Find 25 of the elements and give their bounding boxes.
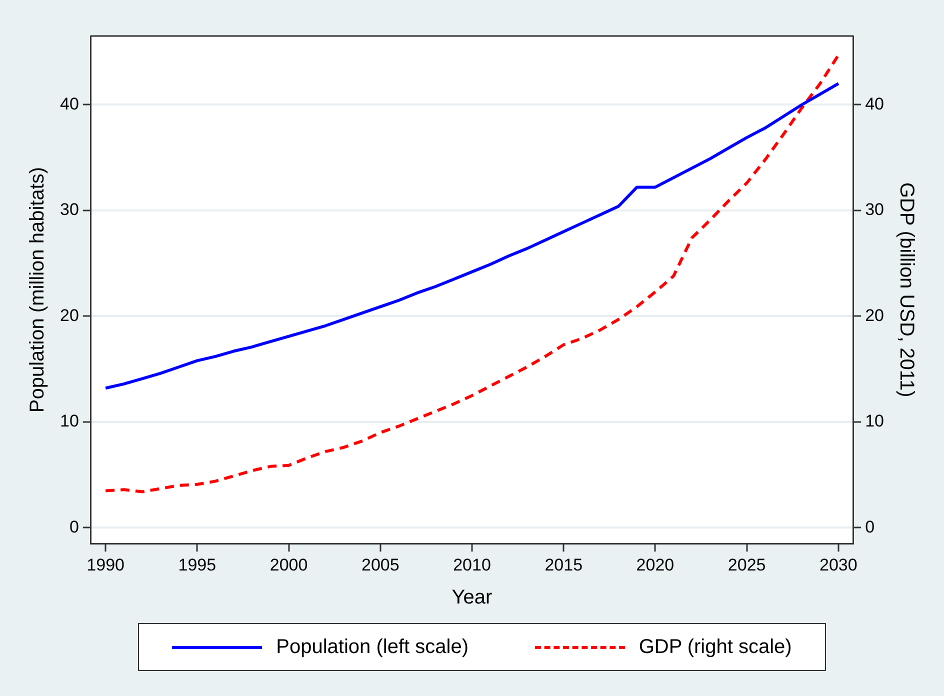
x-tick-label: 2030 [820, 555, 858, 574]
x-tick-label: 1995 [178, 555, 216, 574]
y2-tick-label: 10 [865, 412, 884, 431]
x-tick-label: 1990 [86, 555, 124, 574]
x-tick-label: 2015 [544, 555, 583, 574]
y-tick-label: 10 [60, 412, 79, 431]
y-tick-label: 40 [60, 94, 79, 114]
x-tick-label: 2010 [453, 555, 491, 574]
x-tick-label: 2020 [636, 555, 674, 574]
x-tick-label: 2000 [270, 555, 308, 574]
y2-tick-label: 0 [865, 517, 875, 536]
y-tick-label: 20 [60, 306, 79, 325]
y2-tick-label: 20 [865, 306, 884, 325]
y2-tick-label: 30 [865, 200, 884, 220]
y2-tick-label: 40 [865, 94, 884, 114]
x-tick-label: 2025 [728, 555, 766, 574]
legend-label: Population (left scale) [276, 636, 468, 658]
legend-label: GDP (right scale) [638, 636, 792, 658]
y-tick-label: 0 [69, 517, 79, 536]
y2-axis-title: GDP (billion USD, 2011) [895, 182, 918, 398]
y-axis-title: Population (million habitats) [26, 166, 49, 413]
x-tick-label: 2005 [361, 555, 400, 574]
line-series [104, 54, 840, 494]
x-axis-title: Year [452, 586, 493, 609]
y-tick-label: 30 [60, 200, 79, 220]
